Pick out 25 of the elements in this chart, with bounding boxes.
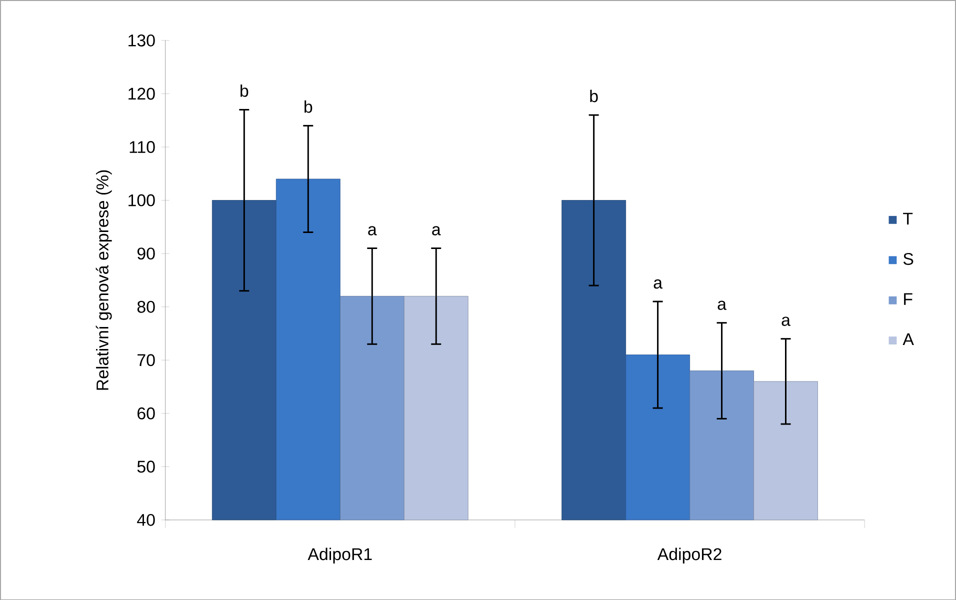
- y-tick-label: 110: [130, 140, 155, 153]
- legend-label: T: [903, 212, 913, 224]
- x-tick-label: AdipoR1: [308, 548, 372, 564]
- y-tick-label: 50: [137, 460, 155, 472]
- y-tick-label: 40: [137, 514, 155, 526]
- annotation: a: [654, 279, 662, 288]
- legend-label: A: [902, 333, 914, 345]
- y-tick-label: 70: [138, 354, 155, 366]
- y-tick-label: 90: [137, 247, 155, 260]
- y-tick-label: 80: [137, 300, 155, 313]
- x-tick-label: AdipoR2: [657, 548, 722, 564]
- annotation: b: [590, 90, 598, 102]
- annotation: a: [718, 300, 726, 310]
- legend-label: S: [903, 252, 914, 265]
- annotation: a: [368, 226, 377, 236]
- y-tick-label: 130: [128, 34, 155, 46]
- annotation: a: [432, 226, 441, 236]
- annotation: b: [240, 84, 248, 97]
- annotation: b: [304, 100, 312, 113]
- annotation: a: [782, 316, 790, 326]
- legend-label: F: [904, 293, 912, 305]
- y-axis-title: Relativní genová exprese (%): [96, 170, 112, 390]
- y-tick-label: 120: [128, 88, 155, 100]
- y-tick-label: 60: [138, 407, 155, 420]
- y-tick-label: 100: [128, 194, 155, 206]
